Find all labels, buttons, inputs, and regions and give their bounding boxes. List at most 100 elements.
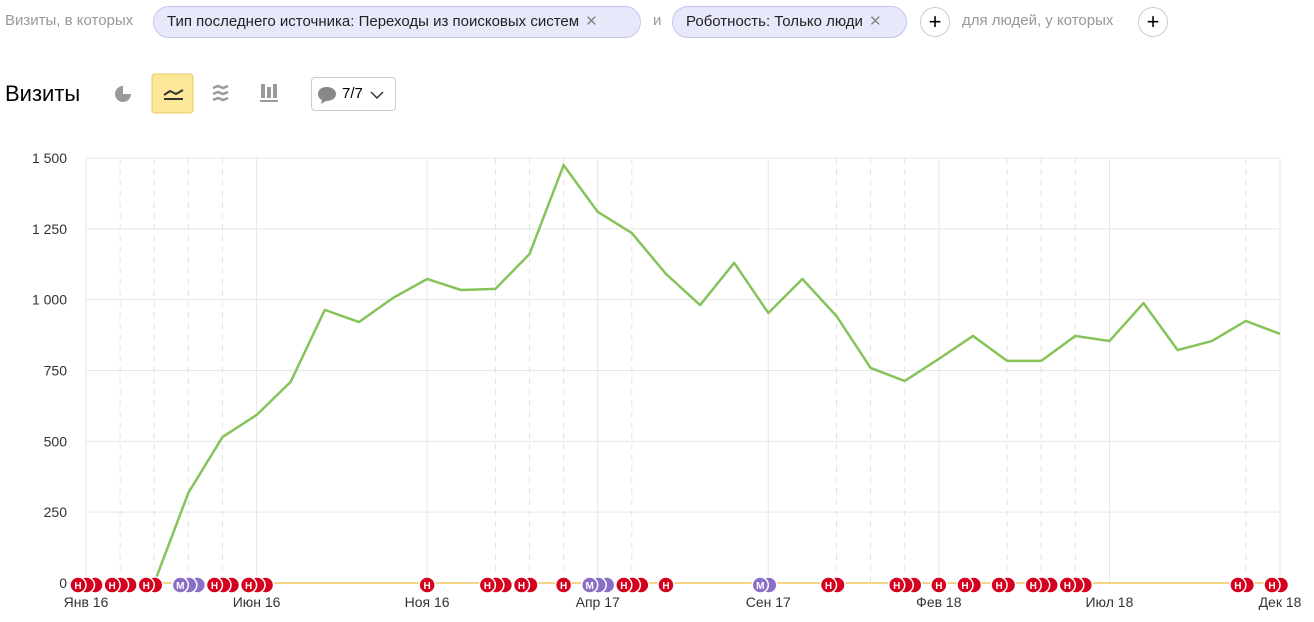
y-tick-label: 250 xyxy=(44,504,68,520)
annotation-marker xyxy=(956,576,974,594)
annotation-marker xyxy=(1263,576,1281,594)
annotation-group[interactable]: Н xyxy=(239,576,275,594)
annotation-label: Н xyxy=(74,581,81,592)
x-tick-label: Дек 18 xyxy=(1259,594,1302,610)
annotation-label: Н xyxy=(484,581,491,592)
x-tick-label: Апр 17 xyxy=(576,594,620,610)
series-line xyxy=(153,163,1281,584)
annotation-group[interactable]: Н xyxy=(887,576,923,594)
filter-chip[interactable]: Тип последнего источника: Переходы из по… xyxy=(153,6,641,38)
annotation-group[interactable]: Н xyxy=(205,576,241,594)
annotation-group[interactable]: Н xyxy=(657,576,675,594)
chart: Янв 16 Июн 16 Ноя 16 Апр 17 Сен 17 Фев 18 Июл … xyxy=(32,150,1302,610)
bar-icon[interactable] xyxy=(260,84,278,102)
annotation-group[interactable]: Н xyxy=(990,576,1017,594)
annotation-label: Н xyxy=(961,581,968,592)
notes-count: 7/7 xyxy=(342,85,363,102)
y-tick-label: 1 000 xyxy=(32,292,67,308)
annotation-label: Н xyxy=(1030,581,1037,592)
annotation-marker xyxy=(205,576,224,594)
annotation-group[interactable]: Н xyxy=(69,576,104,594)
annotation-marker xyxy=(137,576,155,594)
annotation-group[interactable]: М xyxy=(171,576,207,594)
y-tick-label: 750 xyxy=(44,363,68,379)
annotation-marker xyxy=(69,576,87,594)
annotation-group[interactable]: Н xyxy=(615,576,650,594)
chip-remove[interactable]: ✕ xyxy=(868,13,882,30)
add-filter[interactable]: + xyxy=(920,7,950,37)
x-tick-label: Июл 18 xyxy=(1085,594,1133,610)
annotation-label: Н xyxy=(935,581,942,592)
annotation-label: Н xyxy=(518,581,525,592)
annotation-label: Н xyxy=(211,581,218,592)
annotation-marker xyxy=(103,576,121,594)
annotation-group[interactable]: М xyxy=(751,576,778,594)
x-tick-label: Фев 18 xyxy=(916,594,962,610)
annotation-marker xyxy=(554,576,573,594)
annotation-label: Н xyxy=(424,581,431,592)
annotation-label: Н xyxy=(825,581,832,592)
annotation-marker xyxy=(418,576,436,594)
annotation-group[interactable]: М xyxy=(580,576,616,594)
annotation-label: Н xyxy=(560,581,567,592)
add-people-filter[interactable]: + xyxy=(1138,7,1168,37)
annotation-group[interactable]: Н xyxy=(418,576,436,594)
annotation-group[interactable]: Н xyxy=(512,576,539,594)
notes-button[interactable]: 7/7 xyxy=(311,77,396,111)
annotation-group[interactable]: Н xyxy=(819,576,846,594)
line-icon-active[interactable] xyxy=(151,73,194,114)
chip-text: Тип последнего источника: Переходы из по… xyxy=(167,13,580,30)
people-label: для людей, у которых xyxy=(962,12,1114,29)
annotation-marker xyxy=(751,576,770,594)
chevron xyxy=(370,91,384,100)
annotation-group[interactable]: Н xyxy=(1229,576,1256,594)
annotation-marker xyxy=(1229,576,1247,594)
annotation-label: Н xyxy=(995,581,1002,592)
annotation-label: Н xyxy=(108,581,115,592)
x-tick-label: Янв 16 xyxy=(64,594,109,610)
annotation-label: Н xyxy=(893,581,900,592)
annotation-group[interactable]: Н xyxy=(956,576,983,594)
x-tick-label: Сен 17 xyxy=(746,594,791,610)
annotation-label: Н xyxy=(1268,581,1275,592)
chip-remove[interactable]: ✕ xyxy=(585,13,598,30)
x-tick-label: Июн 16 xyxy=(233,594,281,610)
annotation-marker xyxy=(1058,576,1077,594)
chart-type-switch xyxy=(115,73,278,114)
annotation-group[interactable]: Н xyxy=(1024,576,1059,594)
annotation-marker xyxy=(615,576,633,594)
annotation-marker xyxy=(819,576,838,594)
annotation-marker xyxy=(580,576,599,594)
annotation-marker xyxy=(239,576,258,594)
filter-prefix: Визиты, в которых xyxy=(5,12,134,29)
annotation-marker xyxy=(478,576,497,594)
annotation-label: Н xyxy=(1234,581,1241,592)
area-icon[interactable] xyxy=(212,84,229,102)
annotation-label: Н xyxy=(662,581,669,592)
annotation-marker xyxy=(930,576,948,594)
note-icon xyxy=(318,87,336,104)
annotation-group[interactable]: Н xyxy=(137,576,164,594)
annotation-marker xyxy=(887,576,906,594)
annotation-label: Н xyxy=(1064,581,1071,592)
annotation-group[interactable]: Н xyxy=(1263,576,1290,594)
chip-text: Роботность: Только люди xyxy=(686,13,863,30)
annotation-group[interactable]: Н xyxy=(1058,576,1094,594)
y-tick-label: 500 xyxy=(44,433,68,449)
annotation-label: М xyxy=(176,581,184,592)
annotation-group[interactable]: Н xyxy=(930,576,948,594)
annotation-label: М xyxy=(586,581,594,592)
filter-joiner: и xyxy=(653,12,662,29)
annotation-marker xyxy=(512,576,531,594)
annotation-group[interactable]: Н xyxy=(103,576,138,594)
annotation-label: Н xyxy=(620,581,627,592)
annotation-group[interactable]: Н xyxy=(478,576,514,594)
annotation-marker xyxy=(657,576,675,594)
toolbar-title: Визиты xyxy=(5,81,81,106)
annotation-marker xyxy=(990,576,1008,594)
filter-chip[interactable]: Роботность: Только люди ✕ xyxy=(672,6,907,38)
annotation-label: Н xyxy=(245,581,252,592)
annotation-group[interactable]: Н xyxy=(554,576,573,594)
pie-icon[interactable] xyxy=(115,86,131,102)
